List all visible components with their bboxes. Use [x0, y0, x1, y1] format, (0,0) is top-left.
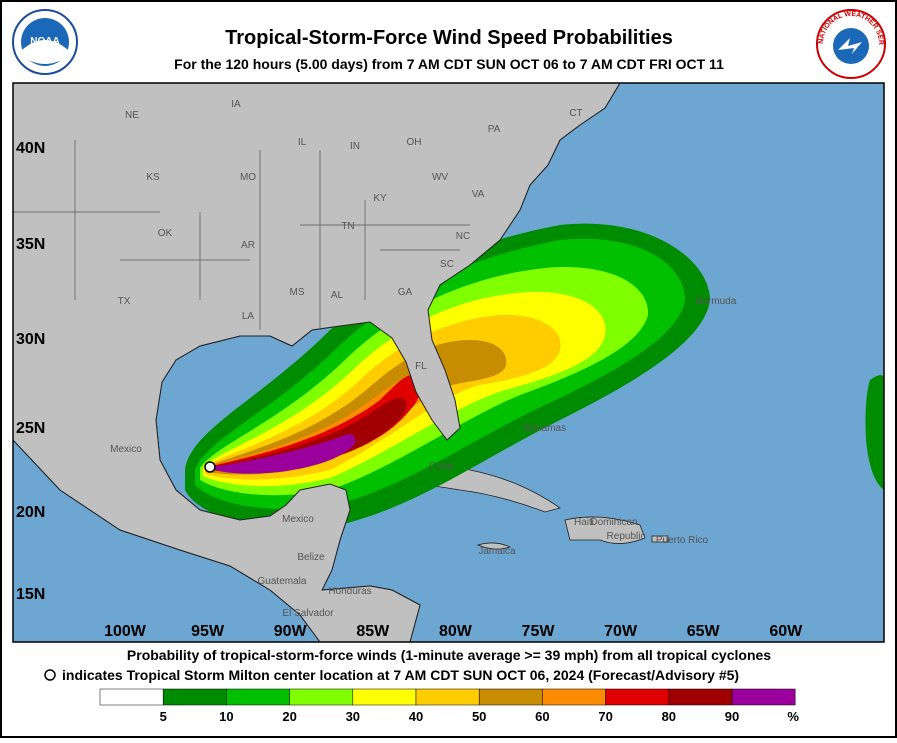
footer-line-1: Probability of tropical-storm-force wind…	[127, 647, 771, 663]
lon-label: 90W	[274, 623, 308, 640]
legend-swatch	[289, 688, 354, 706]
legend: 5 10 20 30 40 50 60 70 80 90%	[99, 688, 799, 724]
lon-label: 60W	[769, 623, 803, 640]
hispaniola	[564, 516, 646, 544]
legend-tick: 5	[160, 709, 167, 724]
islands	[476, 535, 669, 550]
legend-tick: 50	[472, 709, 486, 724]
place-label: PA	[488, 124, 501, 135]
place-label: Dominican	[590, 517, 637, 528]
lat-labels: 40N 35N 30N 25N 20N 15N	[16, 140, 45, 603]
place-label: TX	[118, 296, 131, 307]
legend-tick: 10	[219, 709, 233, 724]
lat-label: 15N	[16, 586, 45, 603]
lon-label: 95W	[191, 623, 225, 640]
place-label: AL	[331, 290, 344, 301]
legend-swatch	[352, 688, 417, 706]
legend-tick: 20	[282, 709, 296, 724]
legend-swatch	[162, 688, 227, 706]
place-label: Republic	[607, 531, 646, 542]
map: NE IA KS MO IL IN OH PA OK AR TN KY WV VA NC SC GA AL MS LA…	[13, 83, 884, 642]
place-label: OK	[158, 228, 173, 239]
place-label: Mexico	[110, 444, 142, 455]
place-label: IN	[350, 141, 360, 152]
lon-label: 65W	[687, 623, 721, 640]
place-label: IA	[231, 99, 241, 110]
place-label: KY	[373, 193, 387, 204]
lon-label: 100W	[104, 623, 147, 640]
legend-tick: 60	[535, 709, 549, 724]
place-label: Bahamas	[524, 423, 566, 434]
storm-marker-key	[44, 669, 56, 681]
place-label: IL	[298, 137, 307, 148]
place-label: CT	[569, 108, 582, 119]
place-label: Guatemala	[258, 576, 307, 587]
state-borders	[13, 140, 470, 330]
legend-swatch	[731, 688, 796, 706]
place-label: Bermuda	[696, 296, 737, 307]
place-label: Puerto Rico	[656, 535, 709, 546]
place-label: KS	[146, 172, 160, 183]
lat-label: 35N	[16, 236, 45, 253]
legend-swatch	[226, 688, 290, 706]
place-label: TN	[341, 221, 354, 232]
place-label: SC	[440, 259, 454, 270]
legend-swatch	[605, 688, 670, 706]
place-label: LA	[242, 311, 255, 322]
place-label: FL	[415, 361, 427, 372]
legend-swatch	[478, 688, 543, 706]
lon-labels: 100W 95W 90W 85W 80W 75W 70W 65W 60W	[104, 623, 803, 640]
legend-tick: 80	[662, 709, 676, 724]
legend-swatch	[99, 688, 164, 706]
storm-center	[204, 461, 216, 473]
lon-label: 85W	[356, 623, 390, 640]
place-labels: NE IA KS MO IL IN OH PA OK AR TN KY WV VA NC SC GA AL MS LA…	[110, 99, 737, 619]
legend-tick: 70	[598, 709, 612, 724]
noaa-text: NOAA	[30, 36, 59, 47]
place-label: MO	[240, 172, 256, 183]
lat-label: 25N	[16, 420, 45, 437]
place-label: Mexico	[282, 514, 314, 525]
lon-label: 70W	[604, 623, 638, 640]
legend-swatch	[668, 688, 733, 706]
place-label: GA	[398, 287, 413, 298]
map-border	[12, 82, 885, 643]
place-label: AR	[241, 240, 255, 251]
lon-label: 75W	[522, 623, 556, 640]
lat-label: 20N	[16, 504, 45, 521]
legend-swatch	[542, 688, 606, 706]
place-label: VA	[472, 189, 485, 200]
place-label: Cuba	[429, 461, 453, 472]
legend-swatch	[415, 688, 480, 706]
legend-tick: 30	[346, 709, 360, 724]
place-label: Jamaica	[478, 546, 516, 557]
place-label: MS	[290, 287, 305, 298]
lat-label: 30N	[16, 331, 45, 348]
place-label: NE	[125, 110, 139, 121]
place-label: WV	[432, 172, 448, 183]
legend-unit: %	[787, 709, 799, 724]
legend-tick: 40	[409, 709, 423, 724]
probability-swath	[865, 375, 884, 490]
noaa-logo: NOAA	[12, 9, 78, 75]
legend-tick: 90	[725, 709, 739, 724]
footer-line-2: indicates Tropical Storm Milton center l…	[62, 667, 739, 683]
place-label: NC	[456, 231, 470, 242]
place-label: Belize	[297, 552, 325, 563]
place-label: OH	[407, 137, 422, 148]
place-label: El Salvador	[282, 608, 334, 619]
lat-label: 40N	[16, 140, 45, 157]
place-label: Haiti	[574, 517, 594, 528]
place-label: Honduras	[328, 586, 371, 597]
title: Tropical-Storm-Force Wind Speed Probabil…	[225, 27, 673, 49]
probability-swath	[211, 434, 356, 474]
lon-label: 80W	[439, 623, 473, 640]
subtitle: For the 120 hours (5.00 days) from 7 AM …	[174, 56, 724, 72]
